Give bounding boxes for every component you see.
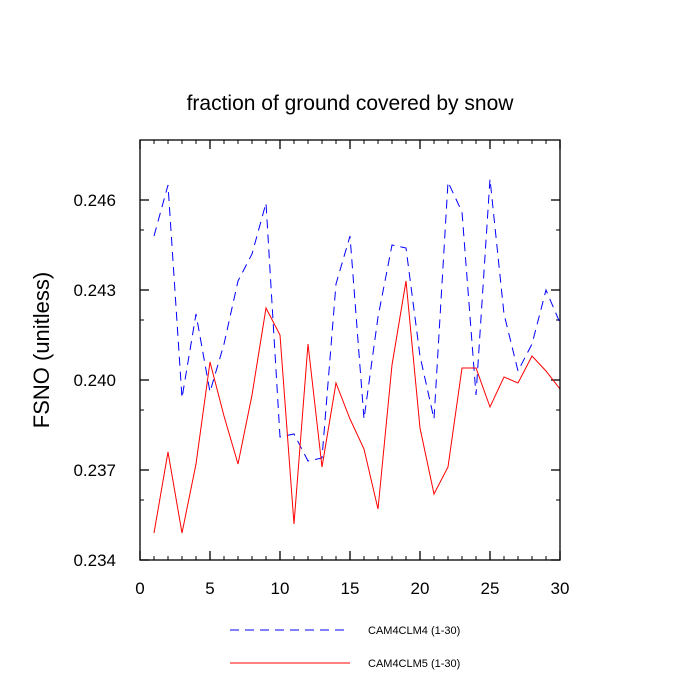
minor-ticks: [140, 140, 560, 561]
legend-label-1: CAM4CLM4 (1-30): [368, 625, 460, 637]
x-tick-label: 20: [411, 579, 430, 598]
x-tick-label: 15: [341, 579, 360, 598]
x-tick-label: 10: [271, 579, 290, 598]
x-tick-label: 5: [205, 579, 214, 598]
plot-frame: [139, 139, 561, 561]
y-tick-label: 0.237: [73, 461, 116, 480]
major-ticks: [139, 140, 561, 561]
x-tick-label: 0: [135, 579, 144, 598]
legend: CAM4CLM4 (1-30) CAM4CLM5 (1-30): [230, 625, 460, 670]
y-tick-label: 0.234: [73, 551, 116, 570]
chart-title: fraction of ground covered by snow: [187, 92, 515, 115]
series-line-2: [153, 280, 561, 534]
series-lines: [153, 178, 561, 534]
tick-labels: 0 5 10 15 20 25 30 0.234 0.237 0.240 0.243 0.246: [73, 191, 569, 598]
x-tick-label: 25: [481, 579, 500, 598]
series-line-1: [153, 178, 561, 462]
y-tick-label: 0.240: [73, 371, 116, 390]
y-axis-label: FSNO (unitless): [29, 272, 54, 428]
x-tick-label: 30: [551, 579, 570, 598]
y-tick-label: 0.246: [73, 191, 116, 210]
legend-label-2: CAM4CLM5 (1-30): [368, 658, 460, 670]
y-tick-label: 0.243: [73, 281, 116, 300]
